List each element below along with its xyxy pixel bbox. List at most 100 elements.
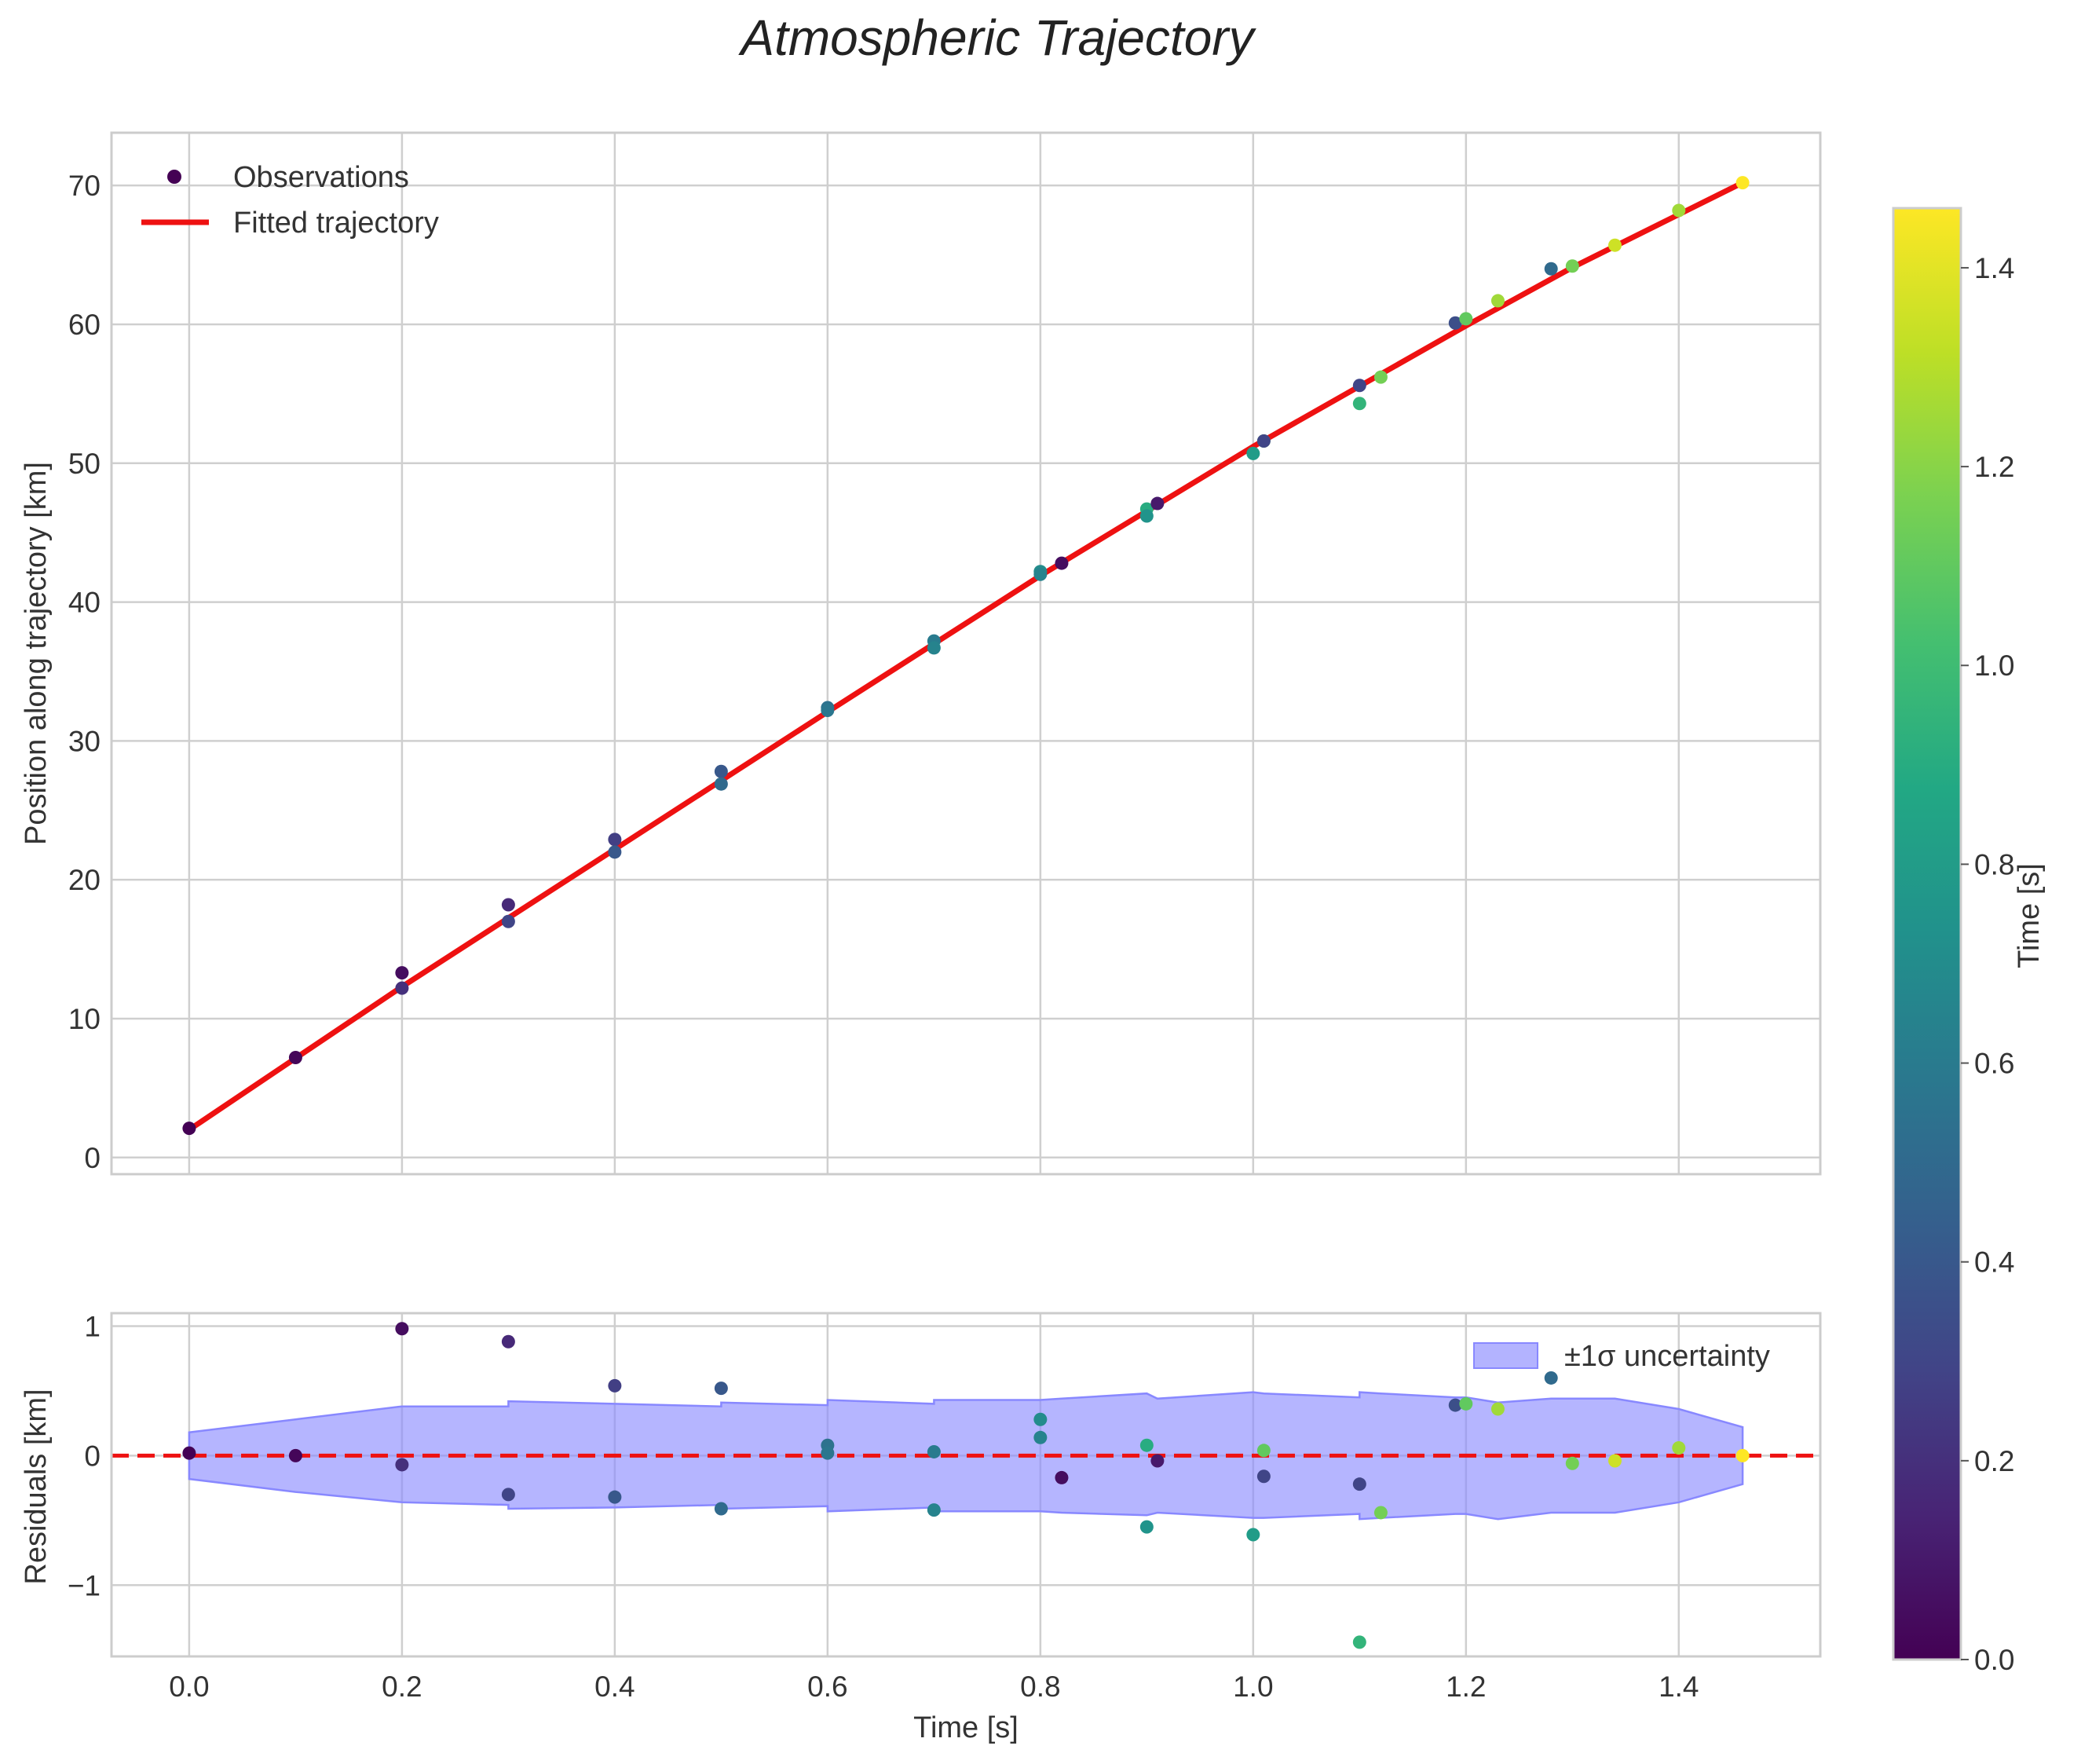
x-tick-label: 1.0 — [1233, 1671, 1273, 1703]
top-y-tick-label: 50 — [68, 448, 101, 480]
observation-point — [1256, 434, 1271, 448]
observation-point — [1735, 176, 1750, 190]
observation-point — [501, 914, 515, 928]
observation-point — [395, 981, 409, 995]
residual-point — [1544, 1371, 1558, 1385]
top-y-tick-label: 20 — [68, 864, 101, 896]
bottom-axes-frame — [110, 1312, 1822, 1658]
residual-point — [821, 1446, 835, 1460]
top-grid — [112, 133, 1820, 1174]
residual-point — [395, 1458, 409, 1472]
observation-point — [1246, 446, 1260, 460]
colorbar-frame — [1892, 207, 1962, 1661]
legend-observations-marker — [167, 170, 181, 184]
residuals-panel: −1 0 1 0.0 0.2 0.4 0.6 0.8 1.0 1.2 1.4 Residuals … — [20, 1310, 1822, 1744]
observation-point — [927, 641, 941, 655]
residual-point — [1373, 1506, 1388, 1520]
residual-point — [1055, 1470, 1069, 1484]
observation-point — [1352, 379, 1366, 393]
x-tick-label: 0.4 — [594, 1671, 635, 1703]
residual-point — [1139, 1438, 1154, 1452]
legend-fit-label: Fitted trajectory — [233, 207, 439, 240]
observation-point — [501, 898, 515, 912]
observation-point — [1459, 312, 1473, 326]
residual-point — [1565, 1456, 1579, 1470]
observation-point — [1608, 238, 1622, 252]
top-y-tick-label: 70 — [68, 170, 101, 202]
observation-point — [1544, 262, 1558, 276]
x-tick-label: 0.6 — [807, 1671, 847, 1703]
residual-point — [1352, 1635, 1366, 1649]
top-y-tick-label: 10 — [68, 1003, 101, 1035]
position-panel: 0 10 20 30 40 50 60 70 Position along trajector… — [20, 131, 1822, 1176]
colorbar-tick-label: 0.4 — [1974, 1246, 2014, 1279]
residual-point — [1139, 1520, 1154, 1534]
residual-point — [927, 1444, 941, 1458]
x-tick-label: 1.2 — [1446, 1671, 1486, 1703]
colorbar-gradient — [1893, 208, 1961, 1660]
observation-point — [1033, 567, 1048, 581]
top-y-tick-label: 30 — [68, 725, 101, 757]
colorbar-tick-label: 0.8 — [1974, 848, 2014, 880]
top-y-tick-label: 60 — [68, 309, 101, 341]
colorbar-tick-label: 1.4 — [1974, 252, 2014, 284]
residual-point — [714, 1502, 728, 1516]
residual-point — [1246, 1528, 1260, 1542]
top-legend: Observations Fitted trajectory — [141, 161, 439, 240]
residual-point — [1256, 1444, 1271, 1458]
residual-point — [182, 1446, 196, 1460]
bottom-y-tick-label: −1 — [68, 1569, 101, 1601]
residual-point — [608, 1490, 622, 1504]
observation-point — [714, 777, 728, 791]
residuals-layer — [182, 1322, 1750, 1649]
residual-point — [1735, 1448, 1750, 1462]
observation-point — [608, 833, 622, 847]
legend-band-swatch — [1473, 1342, 1538, 1369]
colorbar-tick-label: 1.0 — [1974, 650, 2014, 682]
x-axis-label: Time [s] — [913, 1711, 1019, 1744]
residual-point — [1672, 1441, 1686, 1455]
residual-point — [1033, 1430, 1048, 1444]
x-tick-label: 0.8 — [1020, 1671, 1060, 1703]
residual-point — [501, 1488, 515, 1502]
top-y-axis-label: Position along trajectory [km] — [20, 462, 53, 845]
observation-point — [1448, 316, 1462, 330]
residual-point — [1352, 1477, 1366, 1491]
bottom-legend: ±1σ uncertainty — [1473, 1340, 1770, 1373]
residual-point — [1490, 1402, 1505, 1416]
legend-observations-label: Observations — [233, 161, 409, 194]
observations-layer — [182, 176, 1750, 1136]
colorbar-tick-label: 0.2 — [1974, 1445, 2014, 1477]
colorbar-tick-label: 1.2 — [1974, 451, 2014, 483]
bottom-y-axis-label: Residuals [km] — [20, 1389, 53, 1584]
bottom-y-tick-label: 0 — [84, 1440, 101, 1472]
observation-point — [1373, 370, 1388, 384]
residual-point — [927, 1503, 941, 1517]
colorbar-tick-label: 0.0 — [1974, 1644, 2014, 1676]
observation-point — [1139, 509, 1154, 523]
observation-point — [288, 1050, 302, 1064]
observation-point — [1150, 496, 1165, 511]
x-tick-label: 0.2 — [382, 1671, 422, 1703]
top-y-tick-label: 40 — [68, 587, 101, 619]
observation-point — [1352, 397, 1366, 411]
colorbar-label: Time [s] — [2013, 863, 2046, 968]
observation-point — [1672, 203, 1686, 218]
bottom-y-tick-label: 1 — [84, 1310, 101, 1342]
residual-point — [714, 1382, 728, 1396]
bottom-x-tick-labels: 0.0 0.2 0.4 0.6 0.8 1.0 1.2 1.4 — [169, 1671, 1699, 1703]
residual-point — [1150, 1454, 1165, 1468]
legend-band-label: ±1σ uncertainty — [1564, 1340, 1770, 1373]
observation-point — [395, 966, 409, 980]
bottom-y-tick-labels: −1 0 1 — [68, 1310, 101, 1601]
observation-point — [608, 845, 622, 859]
residual-point — [1033, 1412, 1048, 1426]
figure-title: Atmospheric Trajectory — [737, 9, 1256, 66]
residual-point — [1448, 1398, 1462, 1412]
colorbar-tick-label: 0.6 — [1974, 1048, 2014, 1080]
top-axes-frame — [110, 131, 1822, 1176]
observation-point — [1490, 294, 1505, 308]
uncertainty-band-layer — [188, 1391, 1744, 1521]
top-y-tick-label: 0 — [84, 1142, 101, 1174]
